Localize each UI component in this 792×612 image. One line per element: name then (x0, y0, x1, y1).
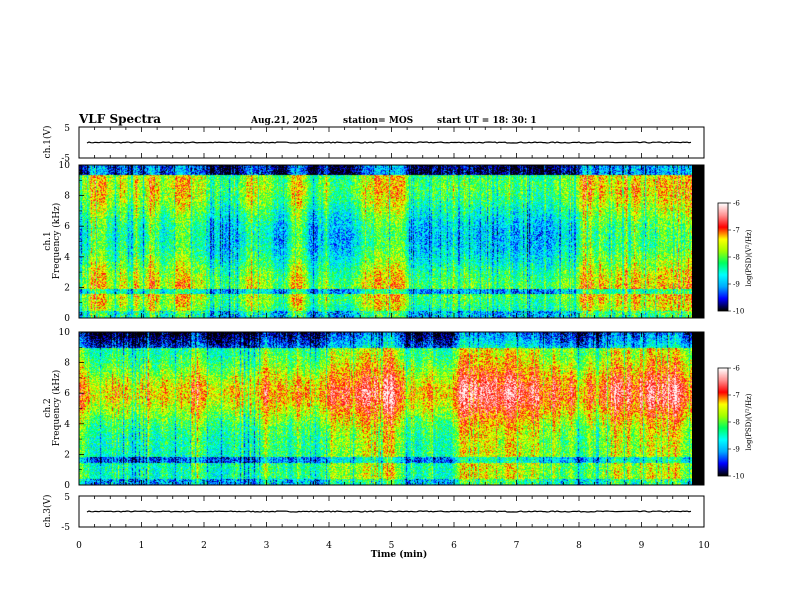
cb1-ticks-tick-1: -7 (733, 227, 740, 235)
x-tick-label-5: 5 (389, 541, 395, 551)
date-label: Aug.21, 2025 (250, 116, 318, 126)
ch2-ytick-2: 4 (64, 420, 70, 430)
ch1-spectrogram-heatmap (79, 165, 692, 318)
ch1-voltage-ylabel: ch.1(V) (42, 126, 53, 159)
ch2-spectrogram-heatmap (79, 332, 692, 485)
ch2-ytick-5: 10 (59, 328, 71, 338)
x-tick-label-3: 3 (264, 541, 270, 551)
ch1-colorbar-label: log(PSD)(V²/Hz) (745, 229, 753, 286)
x-tick-label-1: 1 (139, 541, 145, 551)
ch2-spectrogram-panel: 0 2 4 6 8 10 ch.2 Frequency (kHz) -6 -7 -8 -9 -10… (43, 328, 753, 491)
cb1-ticks-tick-2: -8 (733, 254, 740, 262)
ch3-voltage-panel: 5 -5 ch.3(V) (42, 493, 705, 533)
x-tick-label-8: 8 (576, 541, 582, 551)
ch1-spectrogram-ylabel-channel: ch.1 (43, 231, 53, 250)
ch1-ytick-top: 5 (64, 124, 70, 134)
ch2-spectrogram-ylabel-channel: ch.2 (43, 398, 53, 417)
cb1-ticks-tick-3: -9 (733, 281, 740, 289)
x-tick-label-4: 4 (326, 541, 332, 551)
cb2-ticks-tick-4: -10 (733, 473, 744, 481)
cb2-ticks-tick-1: -7 (733, 392, 740, 400)
ch1-colorbar (718, 203, 728, 311)
x-tick-label-6: 6 (451, 541, 457, 551)
ch3-ytick-top: 5 (64, 493, 70, 503)
start-time-label: start UT = 18: 30: 1 (437, 116, 537, 126)
ch1-voltage-panel: 5 -5 ch.1(V) (42, 124, 705, 164)
ch1-ytick-bottom: -5 (61, 154, 70, 164)
ch1-ytick-3: 6 (64, 222, 70, 232)
ch2-colorbar-label: log(PSD)(V²/Hz) (745, 393, 753, 450)
ch1-ytick-0: 0 (64, 314, 70, 324)
cb1-ticks-tick-0: -6 (733, 200, 740, 208)
cb2-ticks-tick-3: -9 (733, 446, 740, 454)
ch1-spectrogram-panel: 0 2 4 6 8 10 ch.1 Frequency (kHz) -6 -7 -8 -9 -10… (43, 161, 753, 324)
x-tick-label-2: 2 (201, 541, 207, 551)
ch3-voltage-ylabel: ch.3(V) (42, 495, 53, 528)
ch2-ytick-1: 2 (64, 450, 70, 460)
x-tick-label-10: 10 (698, 541, 710, 551)
x-axis-label: Time (min) (371, 549, 428, 560)
ch2-ytick-0: 0 (64, 481, 70, 491)
ch1-ytick-5: 10 (59, 161, 71, 171)
ch2-ytick-4: 8 (64, 359, 70, 369)
cb1-ticks-tick-4: -10 (733, 308, 744, 316)
x-tick-label-9: 9 (639, 541, 645, 551)
ch1-ytick-2: 4 (64, 253, 70, 263)
ch3-ytick-bottom: -5 (61, 523, 70, 533)
ch1-ytick-1: 2 (64, 283, 70, 293)
ch1-ytick-4: 8 (64, 192, 70, 202)
ch2-colorbar (718, 368, 728, 476)
cb2-ticks-tick-2: -8 (733, 419, 740, 427)
station-label: station= MOS (343, 116, 413, 126)
figure-title: VLF Spectra (78, 112, 161, 126)
cb2-ticks-tick-0: -6 (733, 365, 740, 373)
ch2-ytick-3: 6 (64, 389, 70, 399)
x-tick-label-7: 7 (514, 541, 520, 551)
ch2-spectrogram-ylabel-frequency: Frequency (kHz) (51, 370, 62, 447)
x-tick-label-0: 0 (76, 541, 82, 551)
ch3-voltage-trace (86, 510, 692, 513)
ch1-voltage-trace (86, 141, 692, 144)
ch1-spectrogram-ylabel-frequency: Frequency (kHz) (51, 203, 62, 280)
